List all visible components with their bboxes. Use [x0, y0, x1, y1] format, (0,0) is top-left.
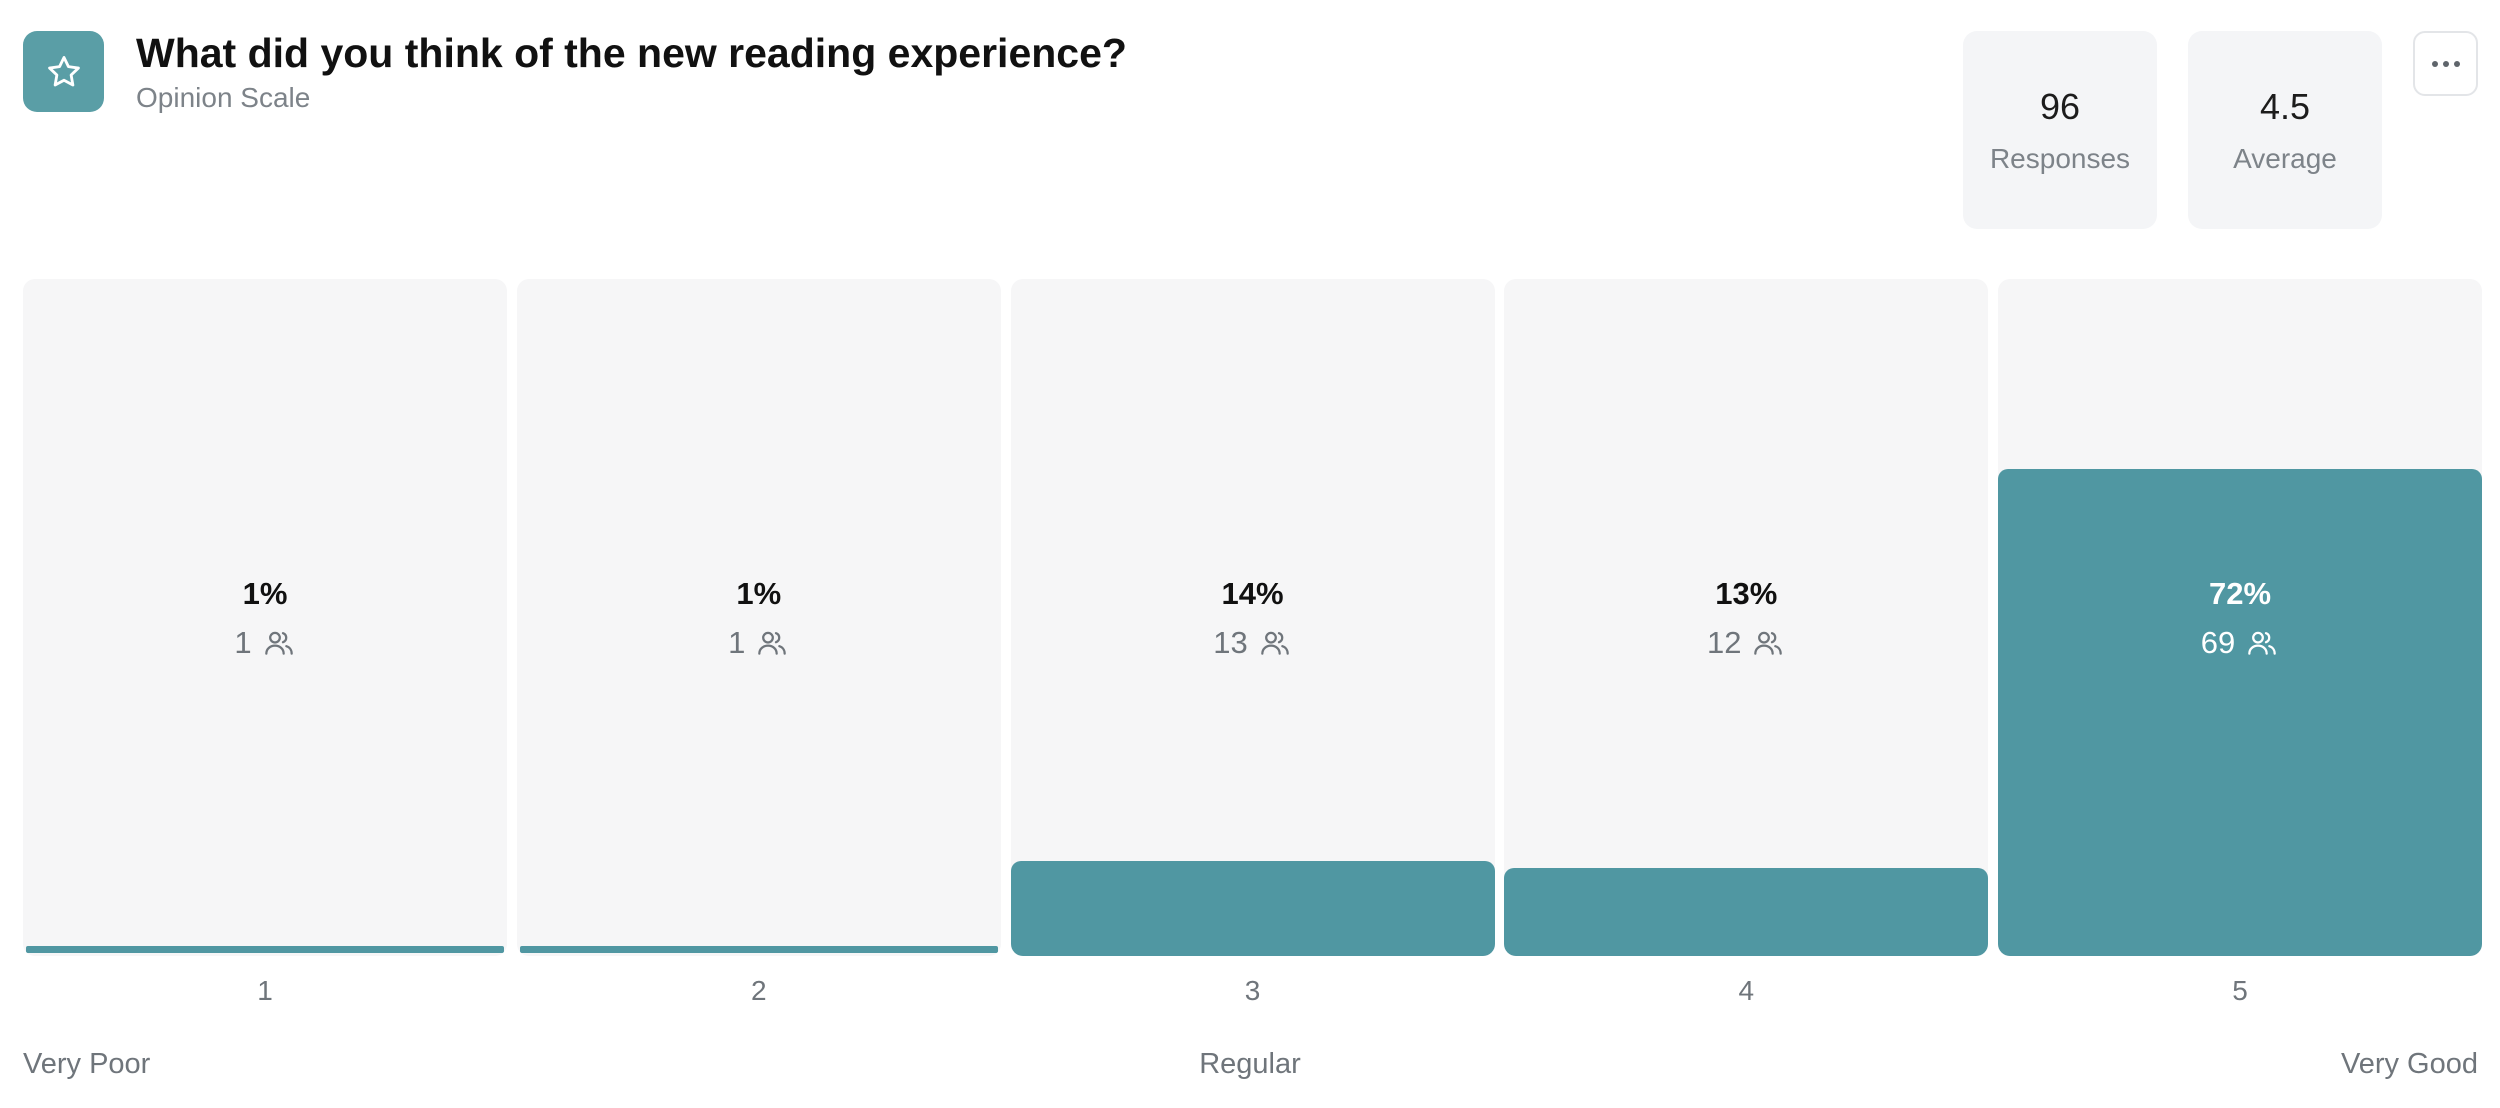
response-count: 12 [1504, 625, 1988, 661]
responses-stat-card: 96 Responses [1963, 31, 2157, 229]
bar-fill [519, 946, 998, 953]
response-count: 1 [23, 625, 507, 661]
bar-fill [1504, 868, 1989, 956]
scale-column-2[interactable]: 1% 1 [516, 279, 1001, 956]
percent-label: 13% [1715, 576, 1778, 611]
scale-anchor-mid-label: Regular [1199, 1048, 1301, 1080]
question-type: Opinion Scale [136, 82, 311, 113]
response-count: 1 [517, 625, 1001, 661]
scale-column-1[interactable]: 1% 1 [23, 279, 507, 956]
average-stat-card: 4.5 Average [2188, 31, 2382, 229]
users-icon [2248, 631, 2277, 655]
scale-column-3[interactable]: 14% 13 [1010, 279, 1495, 956]
more-options-button[interactable] [2413, 31, 2478, 96]
bar-fill [1010, 861, 1495, 956]
response-count-value: 1 [234, 625, 252, 660]
scale-number-1: 1 [257, 975, 273, 1006]
users-icon [264, 631, 293, 655]
scale-column-4[interactable]: 13% 12 [1504, 279, 1989, 956]
scale-number-2: 2 [750, 975, 767, 1006]
question-title: What did you think of the new reading ex… [136, 30, 1127, 76]
bar-fill [26, 946, 504, 953]
star-icon [47, 55, 80, 86]
scale-anchor-high: Very Good [2340, 1048, 2478, 1080]
average-value: 4.5 [2259, 86, 2311, 127]
response-count: 13 [1011, 625, 1495, 661]
percent-label: 14% [1221, 576, 1284, 611]
scale-number-5: 5 [2232, 975, 2248, 1006]
users-icon [1754, 631, 1783, 655]
responses-value: 96 [2039, 86, 2081, 127]
percent-label: 1% [736, 576, 782, 611]
opinion-scale-chart: 1% 1 1% 1 14% 13 13% 12 72% 69 [23, 279, 2482, 956]
scale-number-3: 3 [1244, 975, 1261, 1006]
responses-label: Responses [1989, 143, 2131, 174]
users-icon [758, 631, 787, 655]
star-icon-badge [23, 31, 104, 112]
bar-fill [1998, 469, 2482, 956]
scale-anchor-mid: Regular [1199, 1048, 1301, 1081]
more-horizontal-icon [2431, 60, 2460, 67]
users-icon [1260, 631, 1289, 655]
response-count: 69 [1998, 625, 2482, 661]
average-label: Average [2233, 143, 2337, 174]
percent-label: 72% [2208, 576, 2272, 611]
response-count-value: 13 [1213, 625, 1248, 660]
response-count-value: 12 [1707, 625, 1742, 660]
scale-column-5[interactable]: 72% 69 [1998, 279, 2482, 956]
scale-anchor-low: Very Poor [23, 1048, 151, 1080]
response-count-value: 1 [728, 625, 746, 660]
percent-label: 1% [242, 576, 288, 611]
scale-number-4: 4 [1738, 975, 1755, 1006]
response-count-value: 69 [2200, 625, 2236, 660]
